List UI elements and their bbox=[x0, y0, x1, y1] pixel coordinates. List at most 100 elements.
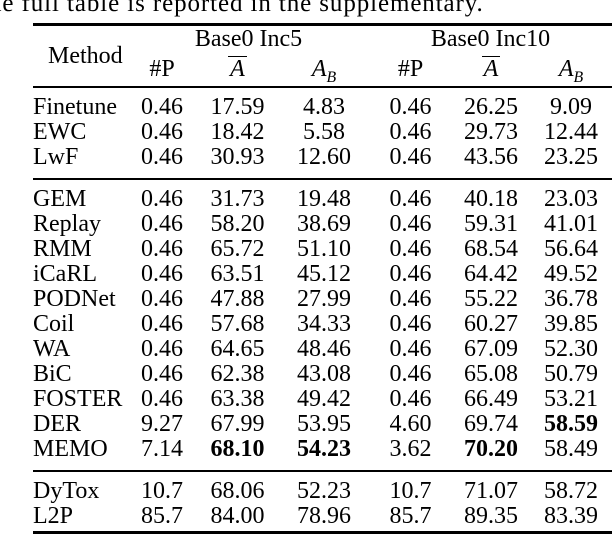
value-cell: 26.25 bbox=[464, 94, 518, 120]
value-cell: 0.46 bbox=[141, 211, 183, 237]
value-cell: 29.73 bbox=[464, 119, 518, 145]
table-row: LwF 0.46 30.93 12.60 0.46 43.56 23.25 bbox=[33, 145, 612, 179]
table-section: DyTox 10.7 68.06 52.23 10.7 71.07 58.72 L2P 85.7… bbox=[33, 471, 612, 533]
value-cell: 0.46 bbox=[141, 236, 183, 262]
value-cell: 27.99 bbox=[297, 286, 351, 312]
table-row: Finetune 0.46 17.59 4.83 0.46 26.25 9.09 bbox=[33, 87, 612, 120]
value-cell: 0.46 bbox=[141, 311, 183, 337]
method-cell: MEMO bbox=[33, 436, 108, 462]
value-cell: 67.99 bbox=[210, 411, 265, 437]
table-row: Replay 0.46 58.20 38.69 0.46 59.31 41.01 bbox=[33, 212, 612, 237]
value-cell: 69.74 bbox=[464, 411, 518, 437]
table-row: Coil 0.46 57.68 34.33 0.46 60.27 39.85 bbox=[33, 312, 612, 337]
method-cell: EWC bbox=[33, 119, 87, 145]
value-cell: 31.73 bbox=[210, 186, 265, 212]
value-cell: 4.83 bbox=[303, 94, 345, 120]
value-cell: 51.10 bbox=[297, 236, 351, 262]
value-cell: 65.08 bbox=[464, 361, 518, 387]
column-header-method: Method bbox=[33, 24, 128, 88]
value-cell: 10.7 bbox=[389, 478, 432, 504]
value-cell: 57.68 bbox=[210, 311, 265, 337]
value-cell: 7.14 bbox=[141, 436, 183, 462]
value-cell: 18.42 bbox=[210, 119, 265, 145]
value-cell: 59.31 bbox=[464, 211, 518, 237]
value-cell: 36.78 bbox=[544, 286, 598, 312]
value-cell: 49.42 bbox=[297, 386, 351, 412]
value-cell: 0.46 bbox=[389, 186, 432, 212]
value-cell: 0.46 bbox=[141, 261, 183, 287]
table-row: FOSTER 0.46 63.38 49.42 0.46 66.49 53.21 bbox=[33, 387, 612, 412]
value-cell: 70.20 bbox=[464, 436, 518, 462]
avg-accuracy-symbol: A bbox=[481, 56, 501, 82]
value-cell: 68.06 bbox=[210, 478, 265, 504]
value-cell: 0.46 bbox=[389, 211, 432, 237]
column-group-base0-inc10: Base0 Inc10 bbox=[430, 26, 551, 52]
value-cell: 0.46 bbox=[389, 361, 432, 387]
value-cell: 63.38 bbox=[210, 386, 265, 412]
table-row: MEMO 7.14 68.10 54.23 3.62 70.20 58.49 bbox=[33, 437, 612, 471]
value-cell: 53.21 bbox=[544, 386, 598, 412]
method-cell: Replay bbox=[33, 211, 101, 237]
value-cell: 0.46 bbox=[389, 336, 432, 362]
value-cell: 58.59 bbox=[544, 411, 598, 437]
table-row: DyTox 10.7 68.06 52.23 10.7 71.07 58.72 bbox=[33, 471, 612, 504]
value-cell: 0.46 bbox=[141, 386, 183, 412]
method-cell: GEM bbox=[33, 186, 87, 212]
value-cell: 0.46 bbox=[389, 94, 432, 120]
value-cell: 48.46 bbox=[297, 336, 351, 362]
value-cell: 23.25 bbox=[544, 144, 598, 170]
params-label: #P bbox=[397, 56, 424, 82]
value-cell: 23.03 bbox=[544, 186, 598, 212]
value-cell: 9.09 bbox=[550, 94, 592, 120]
value-cell: 55.22 bbox=[464, 286, 518, 312]
value-cell: 68.54 bbox=[464, 236, 518, 262]
value-cell: 84.00 bbox=[210, 503, 265, 529]
value-cell: 85.7 bbox=[141, 503, 183, 529]
method-cell: Finetune bbox=[33, 94, 117, 120]
value-cell: 0.46 bbox=[389, 144, 432, 170]
table-row: GEM 0.46 31.73 19.48 0.46 40.18 23.03 bbox=[33, 179, 612, 212]
value-cell: 43.08 bbox=[297, 361, 351, 387]
value-cell: 62.38 bbox=[210, 361, 265, 387]
table-row: PODNet 0.46 47.88 27.99 0.46 55.22 36.78 bbox=[33, 287, 612, 312]
avg-accuracy-symbol: A bbox=[228, 56, 247, 82]
value-cell: 0.46 bbox=[389, 261, 432, 287]
method-cell: LwF bbox=[33, 144, 79, 170]
table-row: iCaRL 0.46 63.51 45.12 0.46 64.42 49.52 bbox=[33, 262, 612, 287]
value-cell: 10.7 bbox=[141, 478, 183, 504]
base-accuracy-symbol: AB bbox=[311, 56, 337, 86]
value-cell: 58.20 bbox=[210, 211, 265, 237]
column-header-params-2: #P bbox=[369, 53, 452, 88]
value-cell: 49.52 bbox=[544, 261, 598, 287]
value-cell: 43.56 bbox=[464, 144, 518, 170]
value-cell: 0.46 bbox=[141, 144, 183, 170]
value-cell: 53.95 bbox=[297, 411, 351, 437]
method-cell: L2P bbox=[33, 503, 74, 529]
table-row: WA 0.46 64.65 48.46 0.46 67.09 52.30 bbox=[33, 337, 612, 362]
column-group-base0-inc5: Base0 Inc5 bbox=[194, 26, 303, 52]
value-cell: 0.46 bbox=[141, 286, 183, 312]
value-cell: 58.72 bbox=[544, 478, 598, 504]
column-header-avg-accuracy-2: A bbox=[452, 53, 530, 88]
value-cell: 65.72 bbox=[210, 236, 265, 262]
value-cell: 64.42 bbox=[464, 261, 518, 287]
value-cell: 0.46 bbox=[141, 336, 183, 362]
value-cell: 12.44 bbox=[544, 119, 598, 145]
column-header-avg-accuracy-1: A bbox=[196, 53, 279, 88]
method-cell: DER bbox=[33, 411, 81, 437]
table-header: Method Base0 Inc5 Base0 Inc10 #P A AB #P… bbox=[33, 24, 612, 88]
value-cell: 4.60 bbox=[389, 411, 432, 437]
results-table: Method Base0 Inc5 Base0 Inc10 #P A AB #P… bbox=[33, 23, 612, 534]
value-cell: 71.07 bbox=[464, 478, 518, 504]
body-text-fragment: he full table is reported in the supplem… bbox=[0, 0, 484, 17]
column-header-params-1: #P bbox=[128, 53, 196, 88]
value-cell: 9.27 bbox=[141, 411, 183, 437]
value-cell: 52.30 bbox=[544, 336, 598, 362]
method-cell: FOSTER bbox=[33, 386, 123, 412]
value-cell: 0.46 bbox=[389, 386, 432, 412]
value-cell: 67.09 bbox=[464, 336, 518, 362]
value-cell: 0.46 bbox=[389, 286, 432, 312]
method-cell: BiC bbox=[33, 361, 72, 387]
table-section: Finetune 0.46 17.59 4.83 0.46 26.25 9.09 EWC 0.4… bbox=[33, 87, 612, 179]
column-header-base-accuracy-2: AB bbox=[530, 53, 612, 88]
